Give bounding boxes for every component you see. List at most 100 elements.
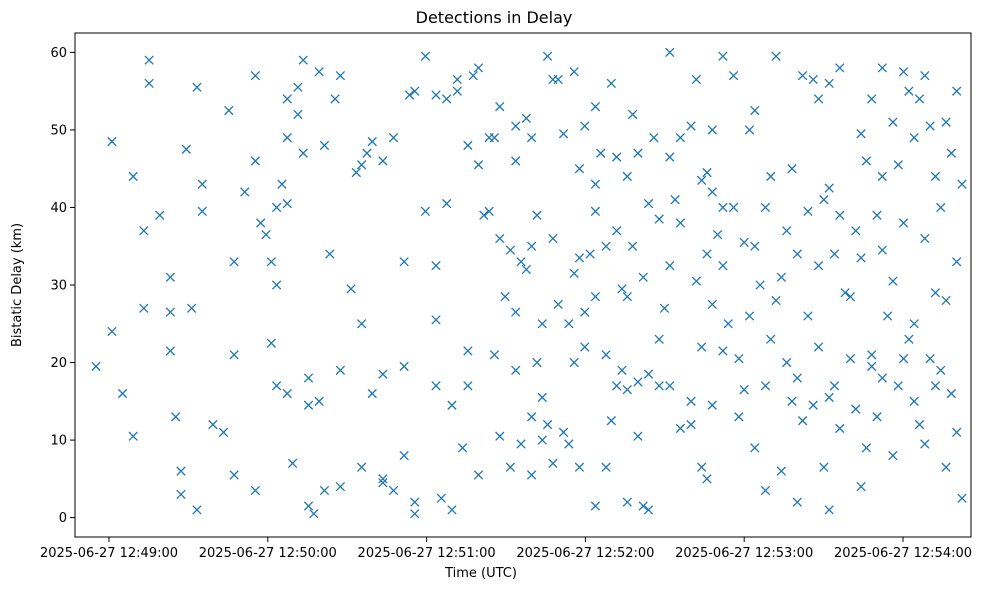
data-point-x-marker: [654, 334, 664, 344]
data-point-x-marker: [574, 164, 585, 174]
data-point-x-marker: [473, 63, 484, 73]
data-point-x-marker: [851, 404, 861, 414]
data-point-x-marker: [420, 51, 431, 61]
data-point-x-marker: [824, 392, 834, 403]
data-point-x-marker: [904, 334, 914, 344]
data-point-x-marker: [171, 412, 181, 422]
data-point-x-marker: [776, 466, 787, 476]
data-point-x-marker: [271, 280, 282, 290]
data-point-x-marker: [606, 78, 617, 89]
data-point-x-marker: [925, 121, 935, 131]
data-point-x-marker: [378, 478, 388, 488]
data-point-x-marker: [537, 392, 547, 403]
data-point-x-marker: [250, 70, 261, 81]
data-point-x-marker: [181, 144, 191, 154]
data-point-x-marker: [930, 288, 941, 298]
data-point-x-marker: [489, 350, 500, 360]
data-point-x-marker: [920, 70, 930, 81]
data-point-x-marker: [574, 462, 585, 472]
y-tick-label: 20: [50, 356, 67, 371]
data-point-x-marker: [654, 214, 664, 224]
data-point-x-marker: [356, 319, 367, 329]
data-point-x-marker: [702, 249, 712, 259]
data-point-x-marker: [633, 431, 643, 441]
data-point-x-marker: [612, 381, 622, 391]
data-point-x-marker: [734, 354, 744, 364]
data-point-x-marker: [548, 233, 558, 244]
data-point-x-marker: [861, 156, 872, 166]
data-point-x-marker: [744, 311, 755, 321]
data-point-x-marker: [266, 338, 276, 348]
data-point-x-marker: [532, 210, 542, 220]
x-tick-label: 2025-06-27 12:54:00: [834, 546, 972, 561]
data-point-x-marker: [590, 291, 601, 302]
data-point-x-marker: [303, 501, 314, 511]
data-point-x-marker: [845, 354, 856, 364]
x-tick-label: 2025-06-27 12:49:00: [40, 546, 178, 561]
data-point-x-marker: [675, 218, 686, 228]
data-point-x-marker: [447, 400, 457, 410]
data-point-x-marker: [542, 419, 553, 430]
data-point-x-marker: [399, 361, 409, 372]
data-point-x-marker: [718, 260, 728, 271]
data-point-x-marker: [829, 381, 840, 391]
data-point-x-marker: [511, 307, 521, 317]
data-point-x-marker: [813, 342, 824, 352]
data-point-x-marker: [877, 63, 887, 73]
data-point-x-marker: [388, 133, 399, 143]
x-axis-label: Time (UTC): [444, 566, 517, 581]
y-tick-label: 0: [59, 511, 67, 526]
data-point-x-marker: [617, 284, 627, 294]
data-point-x-marker: [335, 365, 346, 375]
data-point-x-marker: [760, 202, 771, 213]
data-point-x-marker: [665, 152, 675, 162]
data-point-x-marker: [697, 175, 707, 185]
data-point-x-marker: [500, 291, 510, 302]
data-point-x-marker: [702, 474, 712, 484]
data-point-x-marker: [319, 140, 330, 151]
data-point-x-marker: [526, 241, 537, 251]
data-point-x-marker: [218, 427, 229, 437]
data-point-x-marker: [914, 94, 925, 104]
data-point-x-marker: [627, 241, 638, 251]
data-point-x-marker: [553, 74, 563, 85]
data-point-x-marker: [766, 171, 776, 182]
data-point-x-marker: [303, 400, 314, 410]
data-point-x-marker: [882, 311, 893, 321]
data-point-x-marker: [521, 113, 532, 123]
data-point-x-marker: [314, 396, 324, 406]
y-axis-ticks: 0 10 20 30 40 50 60: [50, 46, 75, 526]
data-point-x-marker: [728, 202, 739, 213]
data-point-x-marker: [564, 319, 574, 329]
data-point-x-marker: [489, 133, 500, 143]
data-point-x-marker: [542, 51, 553, 61]
data-point-x-marker: [351, 167, 361, 178]
data-point-x-marker: [128, 171, 138, 182]
data-point-x-marker: [697, 342, 707, 352]
data-point-x-marker: [197, 206, 207, 216]
data-point-x-marker: [250, 156, 261, 166]
data-point-x-marker: [840, 288, 850, 298]
data-point-x-marker: [526, 412, 537, 422]
data-point-x-marker: [431, 90, 441, 100]
data-point-x-marker: [516, 439, 526, 449]
data-point-x-marker: [835, 423, 845, 434]
data-point-x-marker: [750, 241, 760, 251]
data-point-x-marker: [622, 385, 632, 395]
data-point-x-marker: [139, 226, 149, 236]
data-point-x-marker: [410, 86, 420, 96]
data-point-x-marker: [473, 160, 484, 170]
data-point-x-marker: [356, 160, 367, 170]
data-point-x-marker: [107, 326, 117, 337]
data-point-x-marker: [537, 319, 547, 329]
data-point-x-marker: [293, 109, 303, 120]
data-point-x-marker: [622, 497, 632, 507]
data-point-x-marker: [293, 82, 303, 92]
data-point-x-marker: [941, 462, 951, 472]
data-point-x-marker: [165, 272, 176, 282]
data-point-x-marker: [526, 133, 537, 143]
data-point-x-marker: [601, 462, 611, 472]
data-point-x-marker: [580, 342, 590, 352]
data-point-x-marker: [771, 51, 781, 61]
data-point-x-marker: [867, 94, 877, 104]
